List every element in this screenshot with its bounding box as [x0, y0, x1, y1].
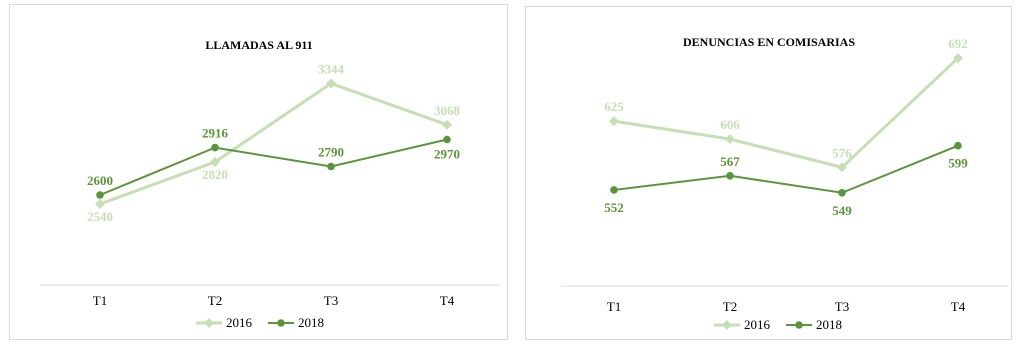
legend-label-2018: 2018: [298, 315, 324, 330]
x-tick-label: T1: [607, 299, 621, 314]
data-point-2016: [725, 134, 735, 145]
data-label-2018: 2600: [87, 173, 113, 188]
data-label-2016: 606: [720, 117, 740, 132]
data-point-2016: [442, 119, 452, 130]
legend-marker-2018: [795, 321, 803, 329]
x-tick-label: T2: [723, 299, 737, 314]
data-label-2018: 2916: [202, 126, 229, 141]
data-label-2018: 2970: [434, 147, 460, 162]
legend-label-2018: 2018: [816, 317, 842, 332]
data-label-2016: 2820: [202, 167, 228, 182]
data-label-2016: 625: [604, 99, 624, 114]
data-label-2016: 692: [948, 36, 968, 51]
chart-title: DENUNCIAS EN COMISARIAS: [683, 35, 855, 49]
x-tick-label: T1: [93, 293, 107, 308]
legend-marker-2018: [277, 319, 285, 327]
x-tick-label: T3: [835, 299, 849, 314]
data-point-2018: [327, 162, 335, 171]
series-line-2016: [613, 56, 960, 169]
data-label-2018: 2790: [318, 145, 344, 160]
data-point-2018: [726, 172, 734, 180]
data-label-2018: 599: [948, 156, 968, 171]
data-point-2018: [211, 143, 219, 152]
data-point-2018: [443, 135, 451, 144]
data-point-2018: [96, 191, 104, 199]
data-point-2016: [837, 162, 847, 173]
data-point-2018: [838, 188, 846, 197]
legend-marker-2016: [722, 320, 732, 330]
x-tick-label: T2: [208, 293, 222, 308]
series-line-2018: [613, 144, 959, 194]
series-line-2018: [99, 138, 448, 196]
data-label-2018: 552: [604, 200, 624, 215]
chart-panel-denuncias: DENUNCIAS EN COMISARIAS 625 606 576 692 552 5…: [525, 6, 1012, 340]
chart-title: LLAMADAS AL 911: [205, 38, 312, 52]
x-tick-label: T4: [951, 299, 966, 314]
series-line-2016: [99, 81, 448, 206]
chart-panel-llamadas: LLAMADAS AL 911 2540 2820 3344 3068 2600 2916…: [9, 4, 508, 340]
data-point-2018: [954, 141, 962, 150]
data-label-2018: 567: [720, 154, 740, 169]
data-label-2016: 2540: [87, 209, 113, 224]
data-point-2016: [953, 53, 963, 64]
data-label-2016: 576: [832, 145, 852, 160]
data-point-2016: [95, 199, 105, 209]
legend-label-2016: 2016: [226, 315, 253, 330]
data-label-2018: 549: [832, 203, 852, 218]
legend-label-2016: 2016: [744, 317, 771, 332]
chart-denuncias-comisarias: DENUNCIAS EN COMISARIAS 625 606 576 692 552 5…: [561, 35, 1009, 332]
data-point-2016: [609, 116, 619, 127]
data-label-2016: 3068: [434, 103, 461, 118]
data-point-2018: [610, 186, 618, 194]
data-label-2016: 3344: [318, 61, 345, 76]
legend-marker-2016: [204, 318, 214, 328]
data-point-2016: [210, 157, 220, 167]
x-tick-label: T4: [440, 293, 455, 308]
chart-llamadas-911: LLAMADAS AL 911 2540 2820 3344 3068 2600 2916…: [40, 38, 500, 330]
x-tick-label: T3: [324, 293, 338, 308]
